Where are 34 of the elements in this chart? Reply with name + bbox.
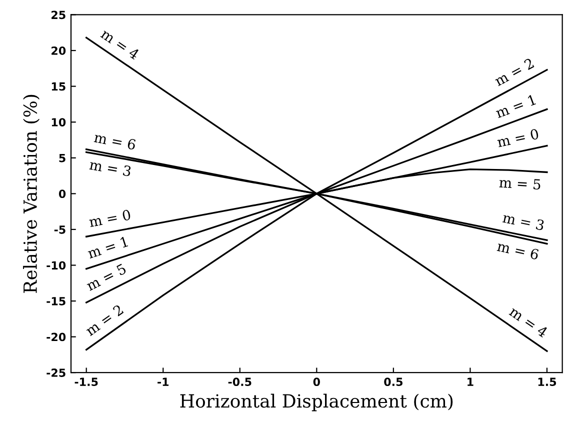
x-tick-label: -1.5 [74, 378, 98, 386]
x-tick-label: 0 [313, 378, 320, 386]
text: m = 2 [84, 304, 124, 336]
x-axis-title: Horizontal Displacement (cm) [180, 394, 453, 412]
y-tick-label: -10 [46, 261, 66, 270]
text: m = 3 [502, 212, 544, 231]
y-tick-label: 15 [52, 82, 66, 91]
text: m = 0 [89, 209, 131, 228]
text: m = 2 [494, 58, 534, 86]
text: m = 1 [496, 94, 536, 118]
y-tick-label: 25 [52, 10, 66, 20]
x-tick-label: 1 [468, 378, 474, 386]
y-tick-label: 20 [52, 46, 66, 55]
x-tick-label: 1.5 [538, 378, 556, 386]
x-tick-label: -0.5 [228, 378, 252, 386]
y-tick-label: 5 [59, 154, 66, 162]
y-axis-title: Relative Variation (%) [23, 94, 40, 293]
y-tick-label: -25 [46, 368, 66, 377]
y-tick-label: -15 [46, 297, 66, 306]
y-tick-label: 10 [52, 118, 66, 126]
text: m = 0 [496, 128, 539, 148]
text: m = 1 [86, 236, 128, 258]
x-tick-label: 0.5 [384, 378, 402, 386]
text: m = 5 [499, 179, 541, 190]
text: m = 6 [496, 243, 540, 260]
text: m = 3 [89, 162, 132, 177]
y-tick-label: -5 [54, 226, 66, 234]
text: m = 4 [508, 306, 549, 338]
y-tick-label: 0 [58, 190, 66, 198]
x-tick-label: -1 [158, 378, 169, 386]
y-tick-label: -20 [46, 332, 66, 342]
text: m = 4 [100, 30, 140, 60]
text: m = 5 [85, 263, 127, 292]
text: m = 6 [94, 132, 136, 150]
